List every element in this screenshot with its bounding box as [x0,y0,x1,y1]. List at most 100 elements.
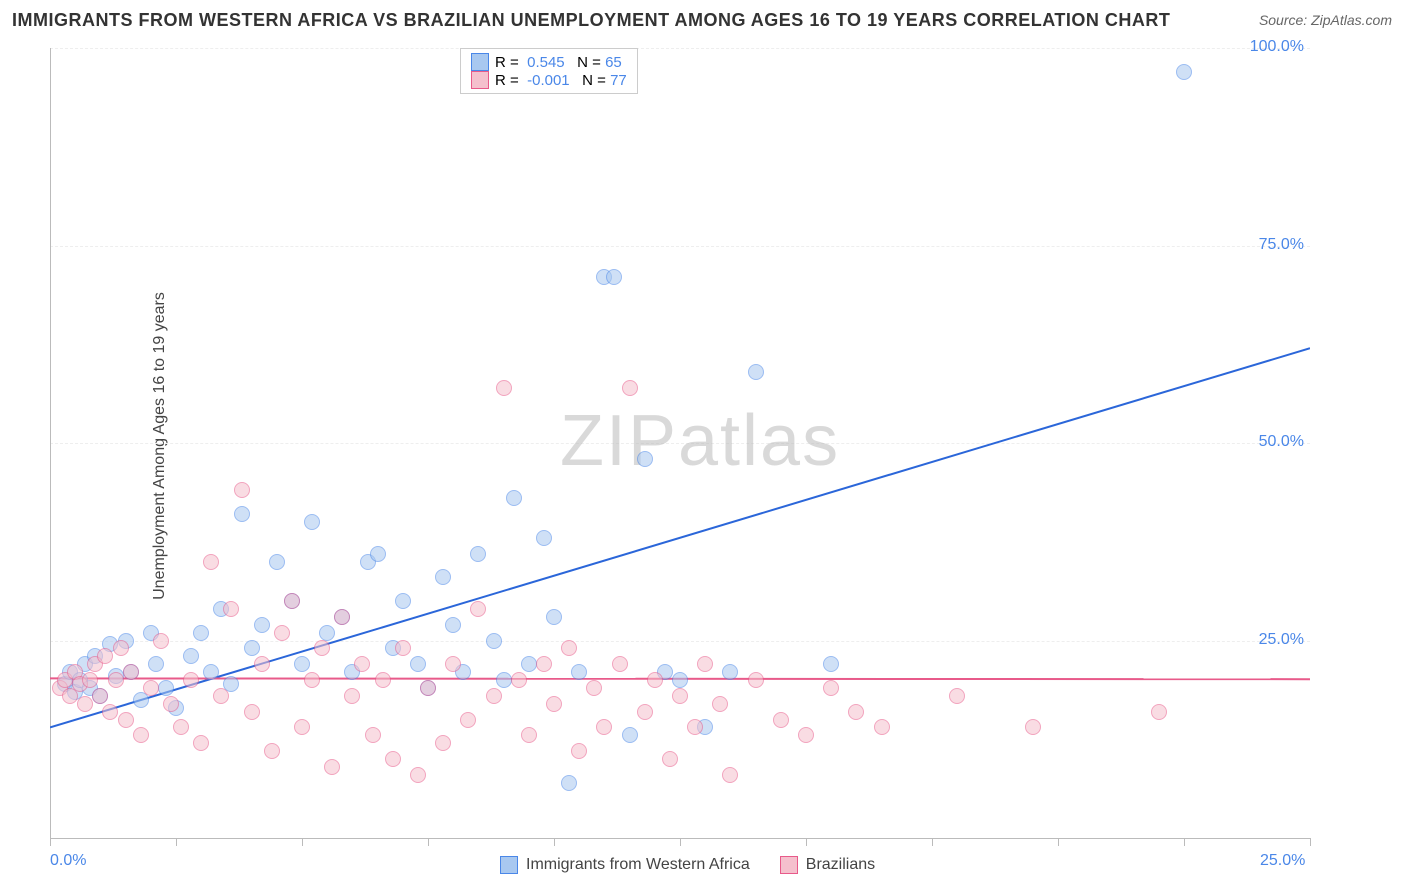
data-point [234,482,250,498]
data-point [637,704,653,720]
data-point [748,364,764,380]
data-point [536,656,552,672]
data-point [319,625,335,641]
data-point [546,609,562,625]
y-tick-label: 75.0% [1259,236,1304,254]
data-point [612,656,628,672]
data-point [354,656,370,672]
data-point [223,601,239,617]
data-point [435,569,451,585]
data-point [596,719,612,735]
regression-line [50,348,1310,727]
data-point [153,633,169,649]
data-point [606,269,622,285]
data-point [82,672,98,688]
data-point [213,688,229,704]
data-point [662,751,678,767]
data-point [521,727,537,743]
gridline-h [50,246,1310,247]
x-tick [176,838,177,846]
legend-stat-text: R = -0.001 N = 77 [495,72,627,89]
data-point [183,648,199,664]
data-point [848,704,864,720]
data-point [637,451,653,467]
data-point [506,490,522,506]
data-point [274,625,290,641]
gridline-h [50,641,1310,642]
data-point [365,727,381,743]
series-legend: Immigrants from Western Africa Brazilians [500,856,875,874]
data-point [622,380,638,396]
source-attribution: Source: ZipAtlas.com [1259,12,1392,28]
data-point [496,672,512,688]
x-tick [428,838,429,846]
data-point [370,546,386,562]
data-point [269,554,285,570]
data-point [773,712,789,728]
legend-row: R = -0.001 N = 77 [471,71,627,89]
chart-title: IMMIGRANTS FROM WESTERN AFRICA VS BRAZIL… [12,10,1170,31]
data-point [1151,704,1167,720]
legend-item: Immigrants from Western Africa [500,856,750,874]
data-point [949,688,965,704]
data-point [712,696,728,712]
data-point [571,664,587,680]
data-point [798,727,814,743]
data-point [561,775,577,791]
correlation-stats-legend: R = 0.545 N = 65R = -0.001 N = 77 [460,48,638,94]
data-point [410,656,426,672]
y-tick-label: 100.0% [1250,38,1304,56]
data-point [294,656,310,672]
data-point [203,554,219,570]
data-point [158,680,174,696]
data-point [395,593,411,609]
data-point [1176,64,1192,80]
data-point [108,672,124,688]
data-point [375,672,391,688]
legend-swatch [471,71,489,89]
x-tick-label: 0.0% [50,852,86,870]
x-tick [1310,838,1311,846]
data-point [193,625,209,641]
data-point [486,688,502,704]
data-point [470,601,486,617]
data-point [874,719,890,735]
x-tick-label: 25.0% [1260,852,1305,870]
legend-row: R = 0.545 N = 65 [471,53,627,71]
data-point [385,751,401,767]
legend-item: Brazilians [780,856,875,874]
data-point [193,735,209,751]
data-point [571,743,587,759]
data-point [647,672,663,688]
data-point [722,767,738,783]
legend-series-name: Immigrants from Western Africa [526,856,750,874]
data-point [324,759,340,775]
data-point [1025,719,1041,735]
y-axis-line [50,48,51,838]
data-point [284,593,300,609]
watermark: ZIPatlas [560,400,840,482]
data-point [173,719,189,735]
data-point [92,688,108,704]
data-point [118,712,134,728]
data-point [420,680,436,696]
data-point [244,640,260,656]
data-point [234,506,250,522]
data-point [435,735,451,751]
x-tick [932,838,933,846]
legend-series-name: Brazilians [806,856,875,874]
data-point [823,680,839,696]
data-point [254,617,270,633]
legend-swatch [471,53,489,71]
scatter-plot-area: 25.0%50.0%75.0%100.0%ZIPatlas [50,48,1310,838]
data-point [123,664,139,680]
data-point [460,712,476,728]
data-point [561,640,577,656]
x-tick [50,838,51,846]
y-tick-label: 25.0% [1259,631,1304,649]
data-point [622,727,638,743]
data-point [445,656,461,672]
x-tick [302,838,303,846]
data-point [113,640,129,656]
legend-stat-text: R = 0.545 N = 65 [495,54,622,71]
